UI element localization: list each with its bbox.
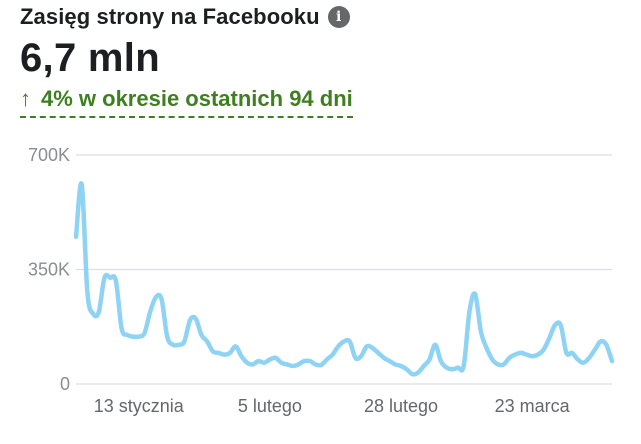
chart-title: Zasięg strony na Facebooku [20,4,320,29]
change-text: 4% w okresie ostatnich 94 dni [41,86,353,111]
series-line [73,181,615,377]
y-tick-label: 700K [28,145,70,165]
reach-value: 6,7 mln [20,36,160,80]
x-tick-label: 28 lutego [364,396,438,416]
y-tick-label: 350K [28,260,70,280]
info-icon[interactable]: i [327,6,350,28]
y-tick-label: 0 [60,374,70,394]
x-tick-label: 23 marca [495,396,571,416]
x-tick-label: 13 stycznia [94,396,185,416]
arrow-up-icon: ↑ [20,86,31,111]
x-tick-label: 5 lutego [238,396,302,416]
title-row: Zasięg strony na Facebooku i [20,0,620,34]
change-indicator[interactable]: ↑ 4% w okresie ostatnich 94 dni [20,86,353,118]
chart-header: Zasięg strony na Facebooku i 6,7 mln ↑ 4%… [20,0,620,118]
